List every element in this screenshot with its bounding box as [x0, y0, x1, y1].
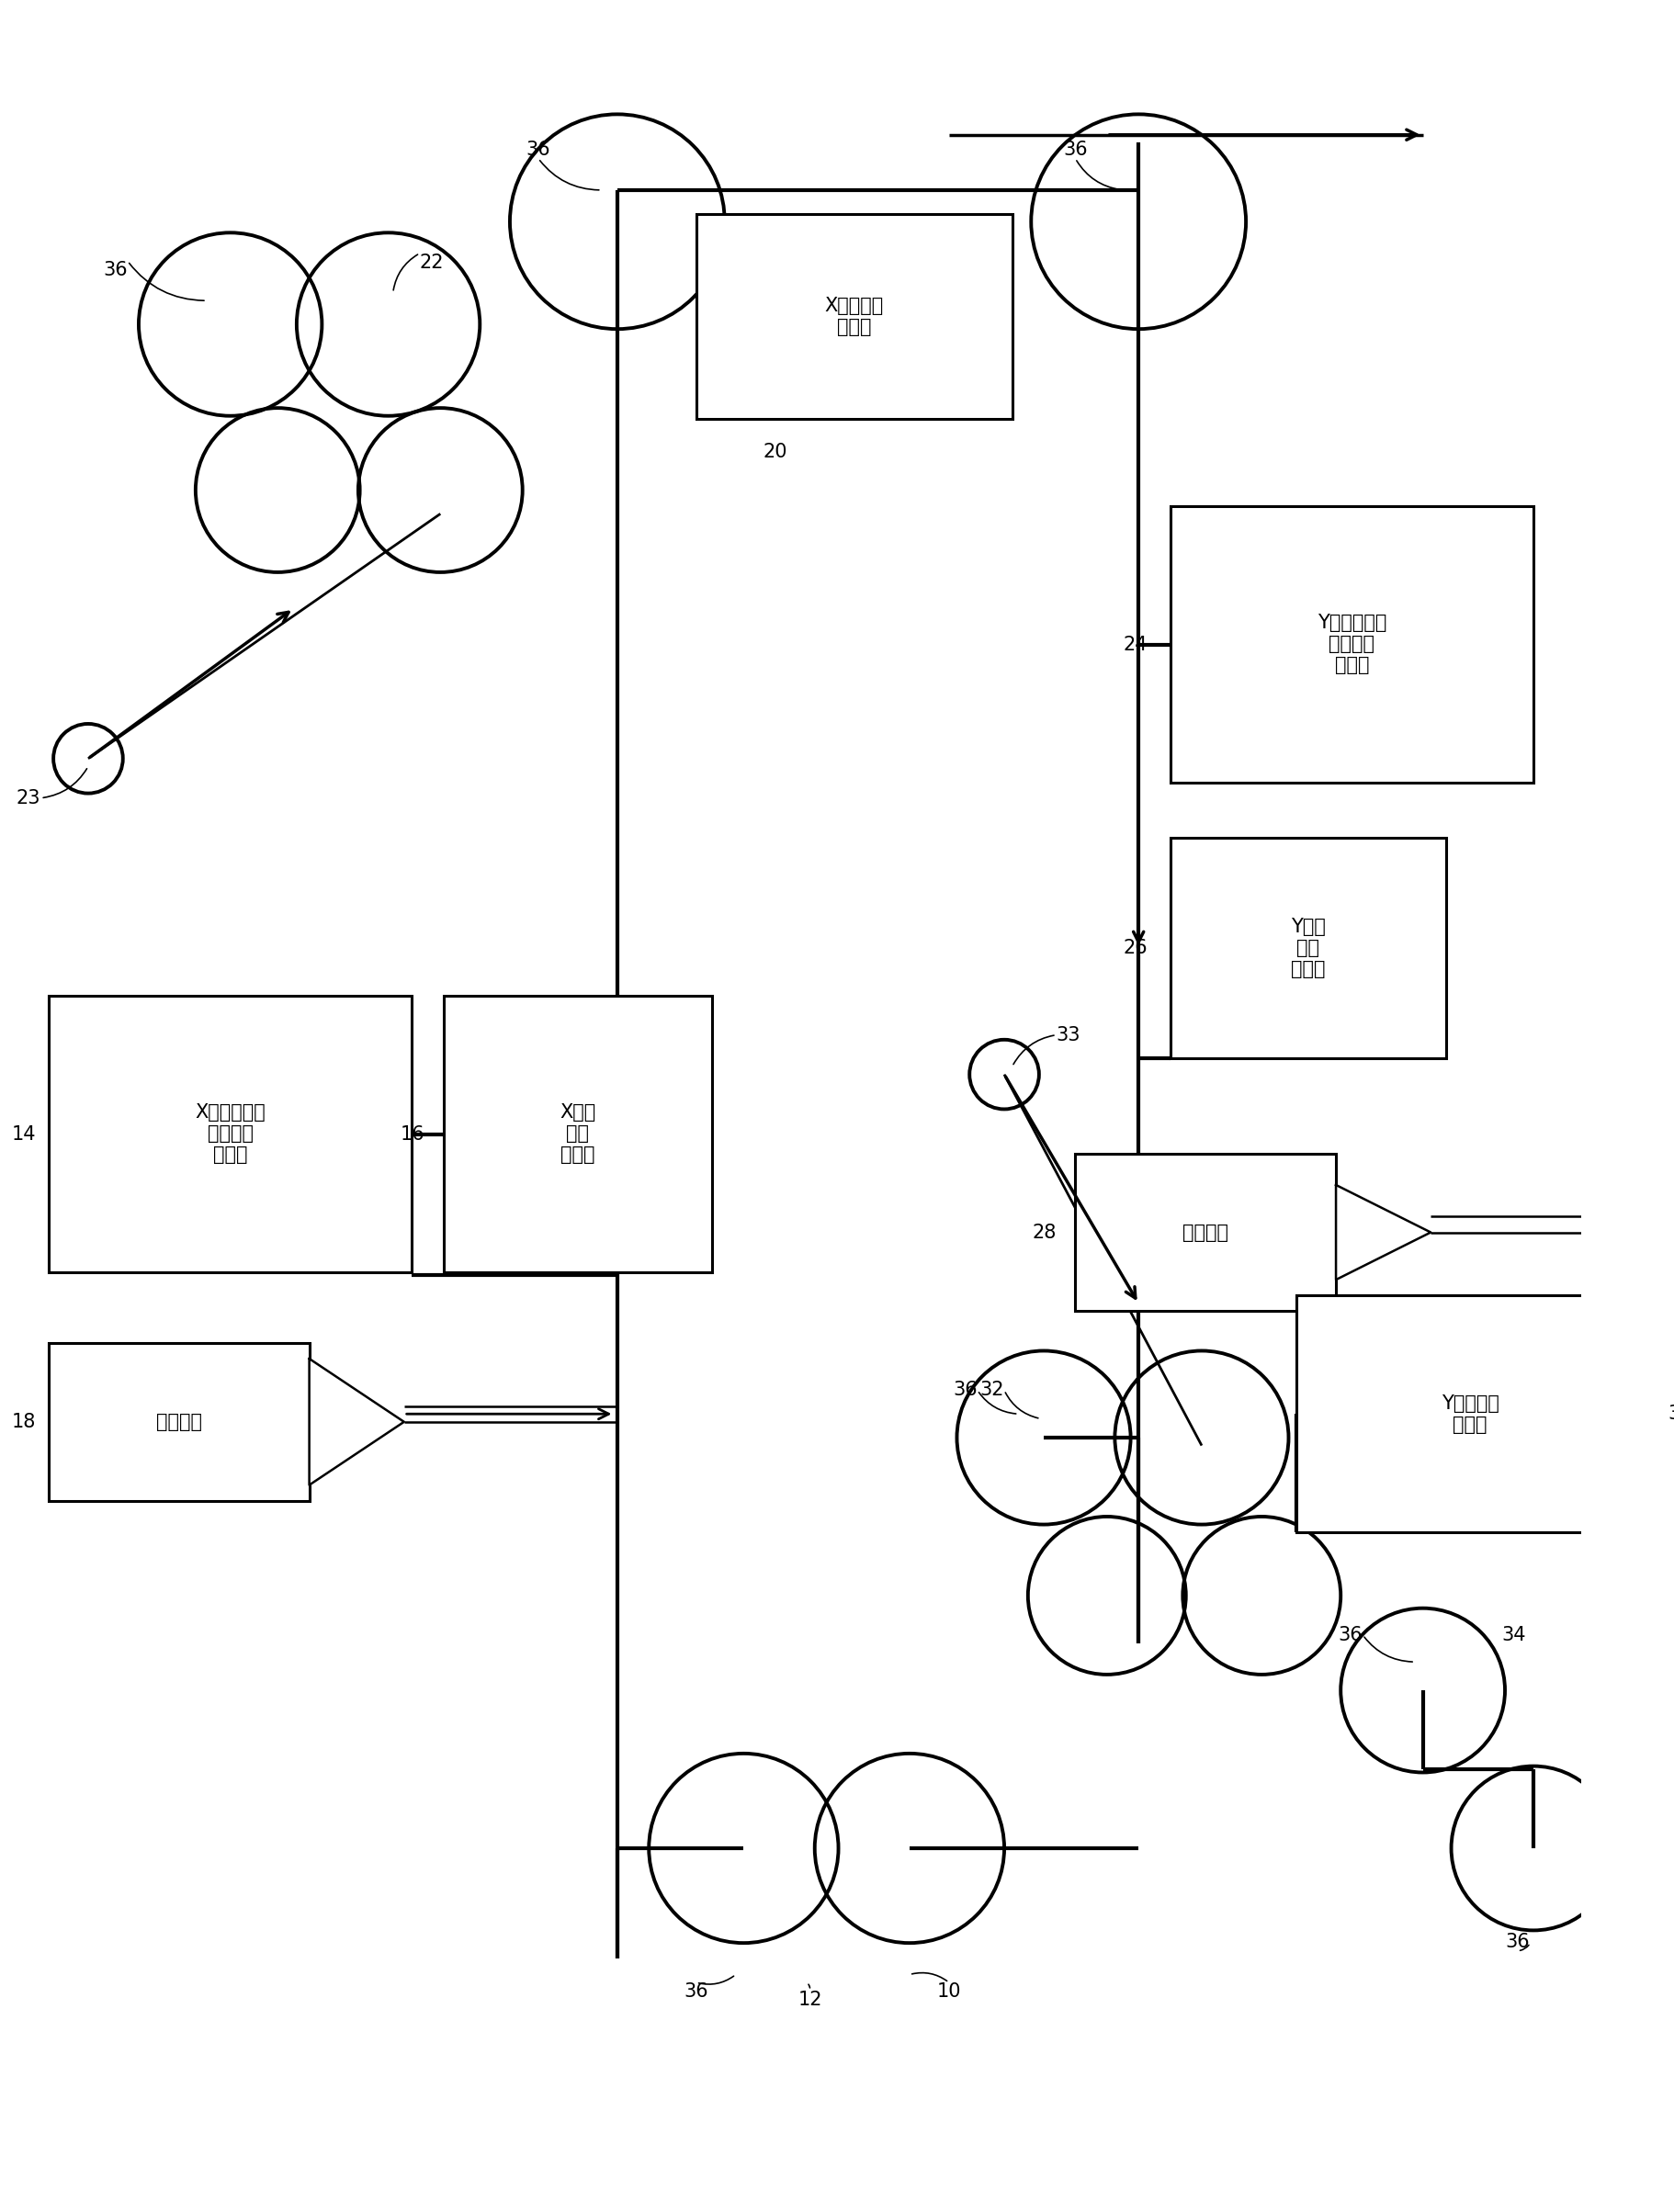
Text: 28: 28: [1033, 1223, 1056, 1241]
Text: 20: 20: [763, 442, 787, 460]
Polygon shape: [1336, 1186, 1431, 1281]
Text: X电极用引线
电极图案
形成部: X电极用引线 电极图案 形成部: [196, 1104, 266, 1164]
Text: 36: 36: [1338, 1626, 1363, 1644]
Text: 光照射部: 光照射部: [156, 1413, 203, 1431]
Polygon shape: [310, 1358, 403, 1484]
Text: 18: 18: [12, 1413, 37, 1431]
Text: 36: 36: [1505, 1933, 1530, 1951]
Text: X侧保护膜
贴附部: X侧保护膜 贴附部: [825, 296, 884, 336]
Text: 26: 26: [1123, 938, 1148, 958]
Text: 36: 36: [526, 139, 551, 159]
Bar: [1170, 507, 1533, 783]
Bar: [1296, 1296, 1644, 1533]
Bar: [49, 1343, 310, 1500]
Text: 16: 16: [400, 1126, 425, 1144]
Text: 36: 36: [1063, 139, 1088, 159]
Text: 12: 12: [798, 1991, 822, 2008]
Bar: [696, 215, 1013, 418]
Text: 36: 36: [685, 1982, 708, 2002]
Bar: [1170, 838, 1446, 1060]
Text: 10: 10: [937, 1982, 961, 2002]
Text: X电极
图案
形成部: X电极 图案 形成部: [559, 1104, 596, 1164]
Text: 36: 36: [104, 261, 127, 279]
Bar: [444, 995, 711, 1272]
Bar: [1075, 1152, 1336, 1312]
Text: Y电极
图案
形成部: Y电极 图案 形成部: [1291, 918, 1326, 978]
Text: 33: 33: [1056, 1026, 1081, 1044]
Bar: [49, 995, 412, 1272]
Text: 24: 24: [1123, 635, 1148, 655]
Text: 30: 30: [1667, 1405, 1674, 1422]
Text: 34: 34: [1502, 1626, 1527, 1644]
Text: 光照射部: 光照射部: [1184, 1223, 1229, 1241]
Text: Y侧保护膜
贴附部: Y侧保护膜 贴附部: [1441, 1394, 1500, 1433]
Text: 23: 23: [17, 790, 40, 807]
Text: 14: 14: [12, 1126, 37, 1144]
Text: 36: 36: [953, 1380, 978, 1400]
Text: 32: 32: [979, 1380, 1004, 1400]
Text: Y电极用引线
电极图案
形成部: Y电极用引线 电极图案 形成部: [1317, 613, 1386, 675]
Text: 22: 22: [420, 252, 444, 272]
